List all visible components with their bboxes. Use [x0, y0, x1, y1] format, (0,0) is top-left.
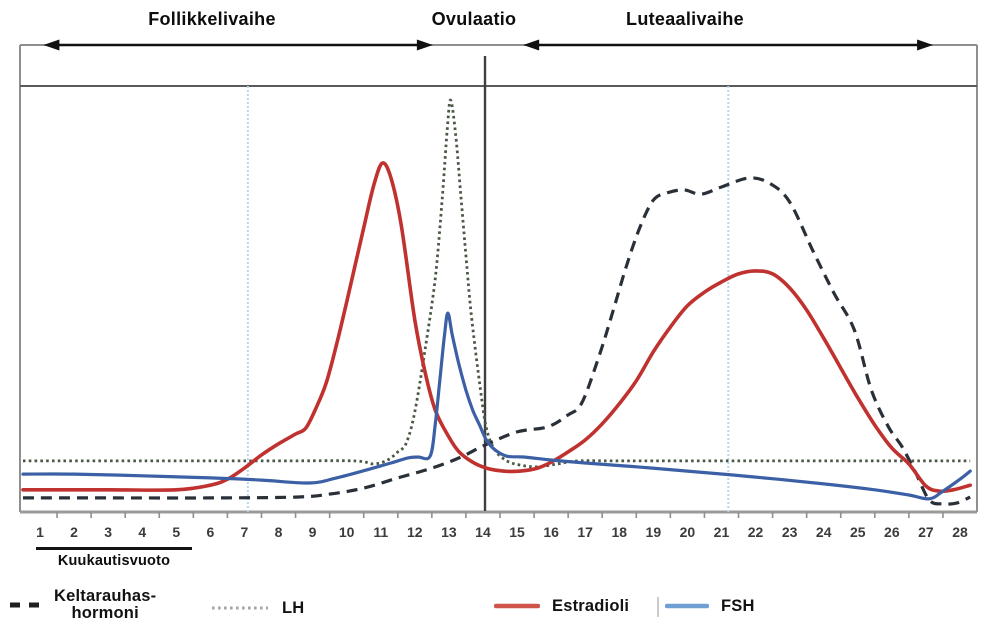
x-axis-tick-label: 15: [509, 524, 525, 540]
x-axis-tick-label: 8: [274, 524, 283, 540]
x-axis-tick-labels: 1 2 3 4 5 6 7 8 9 10 11 12 13 14 15 16 17 18 19 20 21 22 23 24 2…: [0, 524, 1004, 542]
x-axis-tick-label: 19: [645, 524, 662, 540]
x-axis-tick-label: 3: [104, 524, 113, 540]
legend-item-fsh: FSH: [664, 597, 755, 616]
legend-sample-line: [664, 603, 710, 609]
x-axis-tick-label: 17: [577, 524, 593, 540]
phase-arrow-head-left-2: [523, 39, 540, 51]
x-axis-tick-label: 28: [952, 524, 968, 540]
phase-label-ovulation: Ovulaatio: [431, 9, 517, 29]
x-axis-tick-label: 27: [918, 524, 934, 540]
phase-label-follicular: Follikkelivaihe: [148, 9, 276, 29]
x-axis-tick-label: 21: [713, 524, 730, 540]
legend-label-estradiol: Estradioli: [552, 597, 630, 615]
x-axis-tick-label: 18: [611, 524, 628, 540]
phase-arrow-head-right-2: [917, 39, 934, 51]
legend-sample-line: [10, 602, 40, 608]
x-axis-tick-label: 5: [172, 524, 181, 540]
phase-arrow-head-right-0: [416, 39, 433, 51]
estradiol-line-sample: [493, 597, 541, 616]
fsh-line-sample: [664, 597, 710, 616]
x-axis-tick-label: 25: [849, 524, 866, 540]
x-axis-tick-label: 10: [338, 524, 355, 540]
x-axis-tick-label: 23: [781, 524, 798, 540]
legend-sample-line: [493, 603, 541, 609]
x-axis-tick-label: 4: [138, 524, 147, 540]
x-axis-tick-label: 13: [441, 524, 457, 540]
legend-item-lh: LH: [210, 599, 304, 618]
series-curve-lh: [23, 98, 971, 469]
x-axis-tick-label: 26: [884, 524, 900, 540]
x-axis-note-menstruation: Kuukautisvuoto: [36, 547, 192, 569]
legend-label-fsh: FSH: [721, 597, 755, 615]
x-axis-tick-label: 16: [543, 524, 559, 540]
x-axis-tick-label: 6: [206, 524, 215, 540]
x-axis-tick-label: 9: [308, 524, 317, 540]
x-axis-tick-label: 7: [240, 524, 249, 540]
x-axis-tick-label: 20: [679, 524, 696, 540]
x-axis-tick-label: 11: [373, 524, 389, 540]
phase-label-luteal: Luteaalivaihe: [626, 9, 744, 29]
legend-label-lh: LH: [282, 599, 305, 617]
legend-item-progesterone: Keltarauhas- hormoni: [8, 587, 157, 623]
phase-arrow-head-left-0: [43, 39, 60, 51]
lh-dotted-line-sample: [210, 599, 270, 618]
x-axis-tick-label: 14: [475, 524, 491, 540]
legend-label-progesterone-line1: Keltarauhas-: [54, 587, 157, 605]
x-axis-tick-label: 24: [815, 524, 832, 540]
legend-sample-line: [212, 606, 268, 610]
x-axis-tick-label: 12: [407, 524, 423, 540]
x-axis-tick-label: 22: [747, 524, 764, 540]
legend-label-progesterone-line2: hormoni: [71, 604, 139, 623]
progesterone-dashed-line-sample: [8, 596, 42, 615]
legend-item-estradiol: Estradioli: [493, 597, 630, 616]
series-curve-keltarauhashormoni: [22, 176, 971, 506]
series-curve-estradioli: [21, 161, 972, 494]
x-axis-tick-label: 1: [36, 524, 44, 540]
legend-divider: [657, 597, 659, 617]
series-curve-fsh: [21, 311, 972, 501]
x-axis-tick-label: 2: [70, 524, 78, 540]
